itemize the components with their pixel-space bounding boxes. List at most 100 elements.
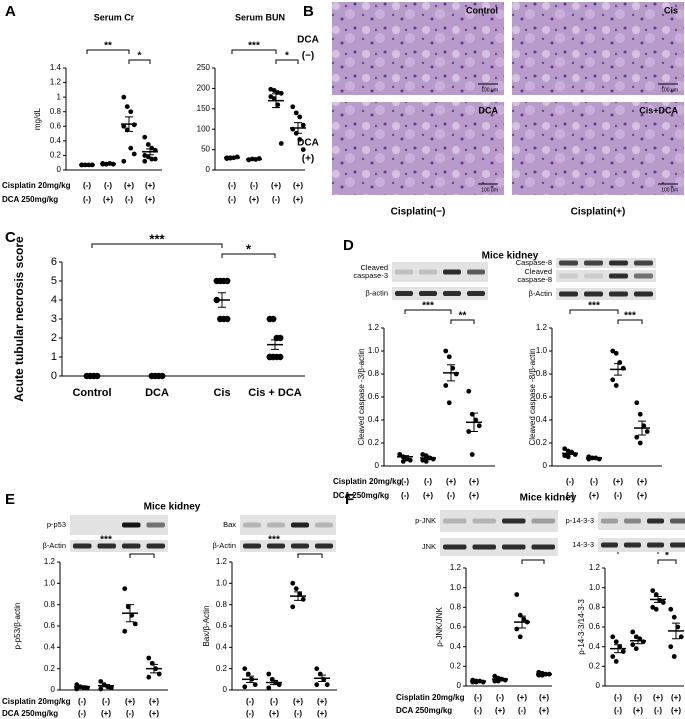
treatment-label: Cisplatin 20mg/kg (333, 477, 402, 486)
histology-image (512, 2, 684, 95)
image-label: DCA (479, 105, 499, 115)
blot-band (601, 542, 618, 548)
data-point (128, 109, 134, 115)
y-tick-label: 0 (51, 685, 56, 694)
blot-band (73, 543, 92, 549)
blot-strip (240, 540, 336, 552)
y-tick-label: 0.8 (50, 107, 62, 116)
data-point (668, 606, 674, 612)
data-point (297, 137, 303, 142)
blot-label: p-14-3-3 (566, 516, 594, 525)
significance-bracket (86, 49, 130, 54)
data-point (242, 684, 248, 690)
blot-strip (556, 288, 656, 300)
blot-band (291, 522, 309, 528)
significance-label: * (138, 51, 142, 62)
treatment-level: (+) (145, 195, 155, 204)
row-label: (−) (302, 51, 315, 62)
data-point (407, 457, 413, 463)
blot-strip (240, 515, 336, 535)
y-tick-label: 0.6 (536, 392, 548, 401)
treatment-level: (-) (246, 709, 254, 718)
blot-strip (440, 510, 558, 532)
blot-band (315, 522, 333, 528)
treatment-level: (+) (149, 697, 159, 706)
treatment-level: (+) (249, 195, 259, 204)
treatment-label: DCA 250mg/kg (2, 709, 58, 718)
treatment-level: (+) (293, 195, 303, 204)
significance-bracket (521, 559, 545, 564)
significance-bracket (404, 309, 452, 314)
y-tick-label: 0 (57, 165, 62, 174)
data-point (224, 315, 231, 323)
data-point (671, 654, 677, 659)
y-tick-label: 0.6 (50, 121, 62, 130)
blot-band (647, 518, 664, 524)
treatment-level: (+) (269, 709, 279, 718)
histology-image (512, 102, 684, 195)
treatment-level: (-) (294, 709, 302, 718)
blot-band (624, 518, 641, 524)
data-point (641, 423, 647, 429)
blot-band (146, 522, 165, 528)
blot-band (609, 273, 628, 279)
treatment-level: (-) (104, 181, 112, 190)
blot-band (243, 522, 261, 528)
treatment-level: (-) (401, 477, 409, 486)
y-tick-label: 0.4 (216, 642, 228, 651)
y-axis-label: p-JNK/JNK (435, 607, 444, 647)
data-point (650, 588, 656, 594)
treatment-level: (+) (446, 477, 456, 486)
treatment-level: (-) (228, 195, 236, 204)
data-point (650, 604, 656, 610)
significance-bracket (129, 553, 155, 558)
y-tick-label: 1 (57, 92, 62, 101)
data-point (314, 666, 320, 672)
blot-band (634, 273, 653, 279)
treatment-level: (-) (102, 697, 110, 706)
blot-band (472, 518, 496, 524)
significance-label: *** (588, 301, 600, 312)
y-tick-label: 1.2 (589, 563, 601, 572)
y-tick-label: 1.2 (216, 557, 228, 566)
treatment-level: (+) (293, 697, 303, 706)
y-tick-label: 50 (201, 145, 210, 154)
data-point (297, 591, 303, 597)
blot-label: β-Actin (213, 541, 237, 550)
blot-band (634, 291, 653, 297)
row-label: DCA (297, 138, 319, 149)
data-point (278, 141, 284, 146)
treatment-level: (+) (317, 709, 327, 718)
treatment-level: (-) (590, 477, 598, 486)
data-point (125, 604, 131, 610)
significance-label: *** (248, 41, 260, 52)
treatment-level: (+) (671, 693, 681, 702)
blot-band (291, 543, 309, 549)
y-tick-label: 1.0 (450, 583, 462, 592)
data-point (290, 104, 296, 110)
treatment-label: Cisplatin 20mg/kg (2, 181, 71, 190)
significance-label: *** (422, 301, 434, 312)
blot-strip (392, 287, 488, 300)
treatment-level: (+) (495, 706, 505, 715)
data-point (514, 592, 520, 597)
y-tick-label: 1.0 (536, 346, 548, 355)
data-point (466, 388, 472, 394)
blot-band (443, 291, 461, 296)
treatment-level: (+) (145, 181, 155, 190)
data-point (653, 592, 659, 597)
y-tick-label: 0.8 (368, 369, 380, 378)
blot-label: Cleaved (360, 263, 388, 272)
y-tick-label: 150 (197, 104, 211, 113)
data-point (400, 459, 406, 464)
blot-strip (598, 538, 685, 552)
data-point (397, 452, 403, 457)
y-tick-label: 1.0 (368, 346, 380, 355)
blot-label: caspase-8 (517, 275, 552, 284)
y-tick-label: 6 (51, 256, 57, 268)
data-point (131, 151, 137, 157)
blot-band (624, 542, 641, 548)
significance-bracket (617, 319, 643, 324)
panel-letter: F (345, 491, 354, 508)
